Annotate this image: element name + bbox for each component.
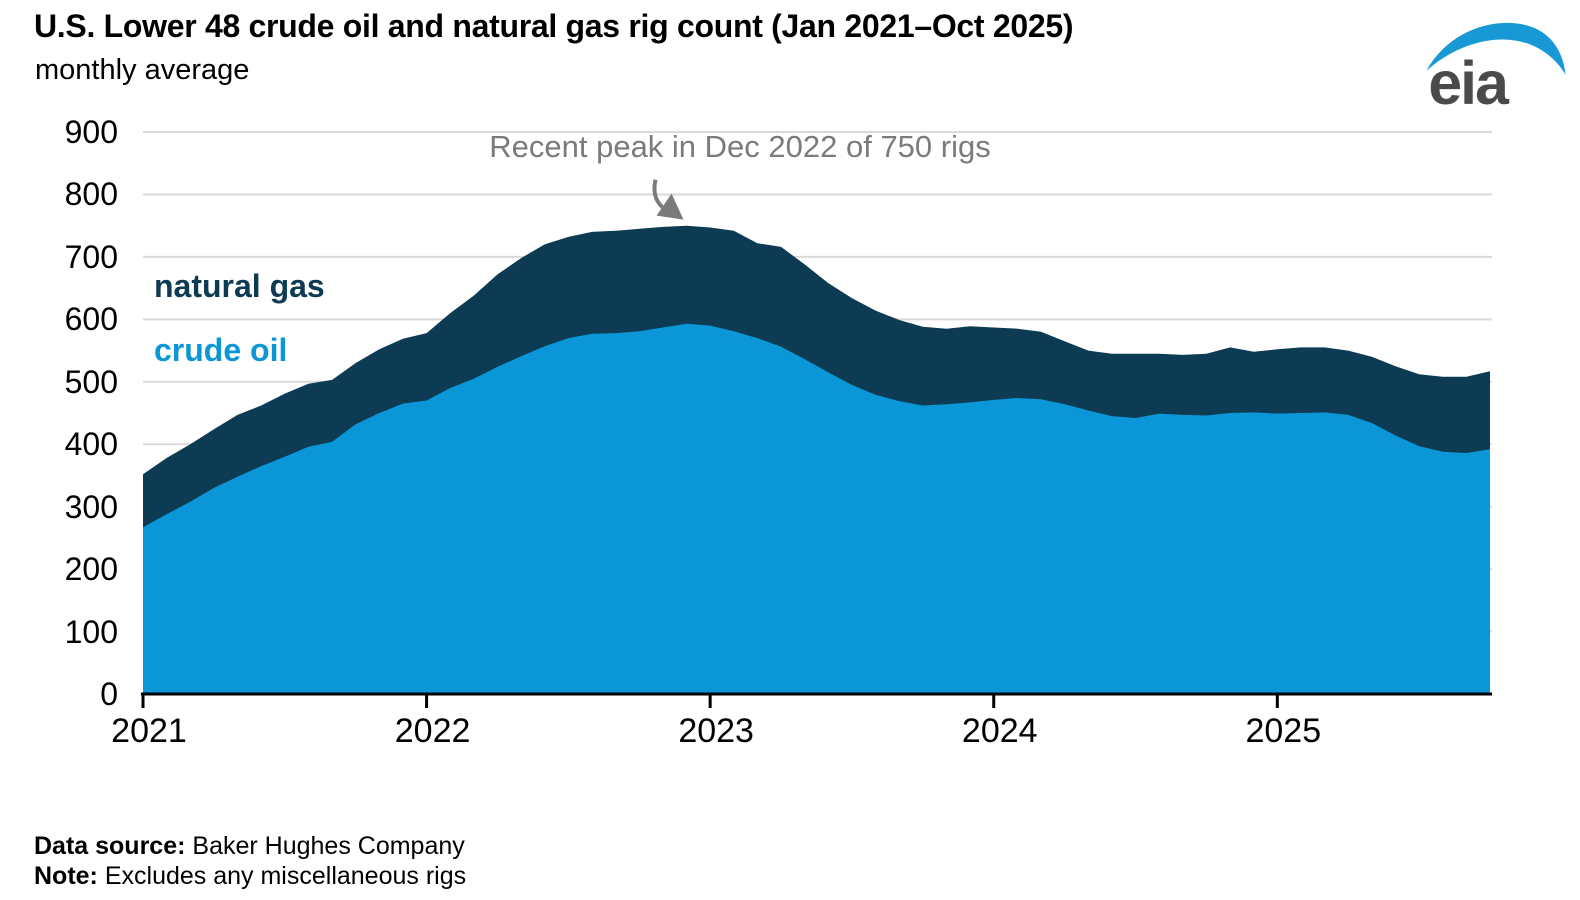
y-axis-label: 200 (64, 551, 118, 588)
chart-canvas (141, 131, 1492, 708)
eia-logo: eia (1420, 14, 1568, 117)
footer-data-source: Data source: Baker Hughes Company (34, 831, 465, 861)
x-axis-label: 2021 (111, 712, 187, 750)
footer-note: Note: Excludes any miscellaneous rigs (34, 861, 466, 891)
y-axis-label: 500 (64, 363, 118, 400)
area-crude-oil (143, 323, 1490, 694)
y-axis-label: 400 (64, 426, 118, 463)
y-axis-label: 600 (64, 301, 118, 338)
page-subtitle: monthly average (35, 54, 250, 86)
x-axis-label: 2024 (961, 712, 1038, 750)
y-axis-label: 100 (64, 613, 118, 650)
footer-source-text: Baker Hughes Company (192, 832, 465, 860)
eia-logo-text: eia (1428, 49, 1510, 112)
rig-count-chart: natural gas crude oil Recent peak in Dec… (64, 114, 1492, 750)
y-axis-label: 300 (64, 488, 118, 525)
footer-note-label: Note: (34, 862, 98, 890)
eia-logo-graphic: eia (1426, 22, 1566, 117)
peak-annotation: Recent peak in Dec 2022 of 750 rigs (489, 129, 991, 164)
annotation-arrowhead (656, 193, 684, 220)
x-axis-label: 2023 (678, 712, 754, 750)
x-axis-label: 2025 (1245, 712, 1322, 750)
page-title: U.S. Lower 48 crude oil and natural gas … (34, 8, 1074, 44)
legend-natural-gas: natural gas (154, 268, 325, 304)
footer-source-label: Data source: (34, 832, 186, 860)
legend-crude-oil: crude oil (154, 332, 288, 368)
eia-swoosh-icon (1426, 22, 1566, 75)
y-axis-label: 0 (100, 676, 118, 712)
footer-note-text: Excludes any miscellaneous rigs (104, 862, 467, 890)
y-axis-label: 800 (64, 176, 118, 213)
y-axis-label: 700 (64, 238, 118, 275)
y-axis-label: 900 (64, 114, 118, 150)
x-axis-label: 2022 (394, 712, 471, 750)
